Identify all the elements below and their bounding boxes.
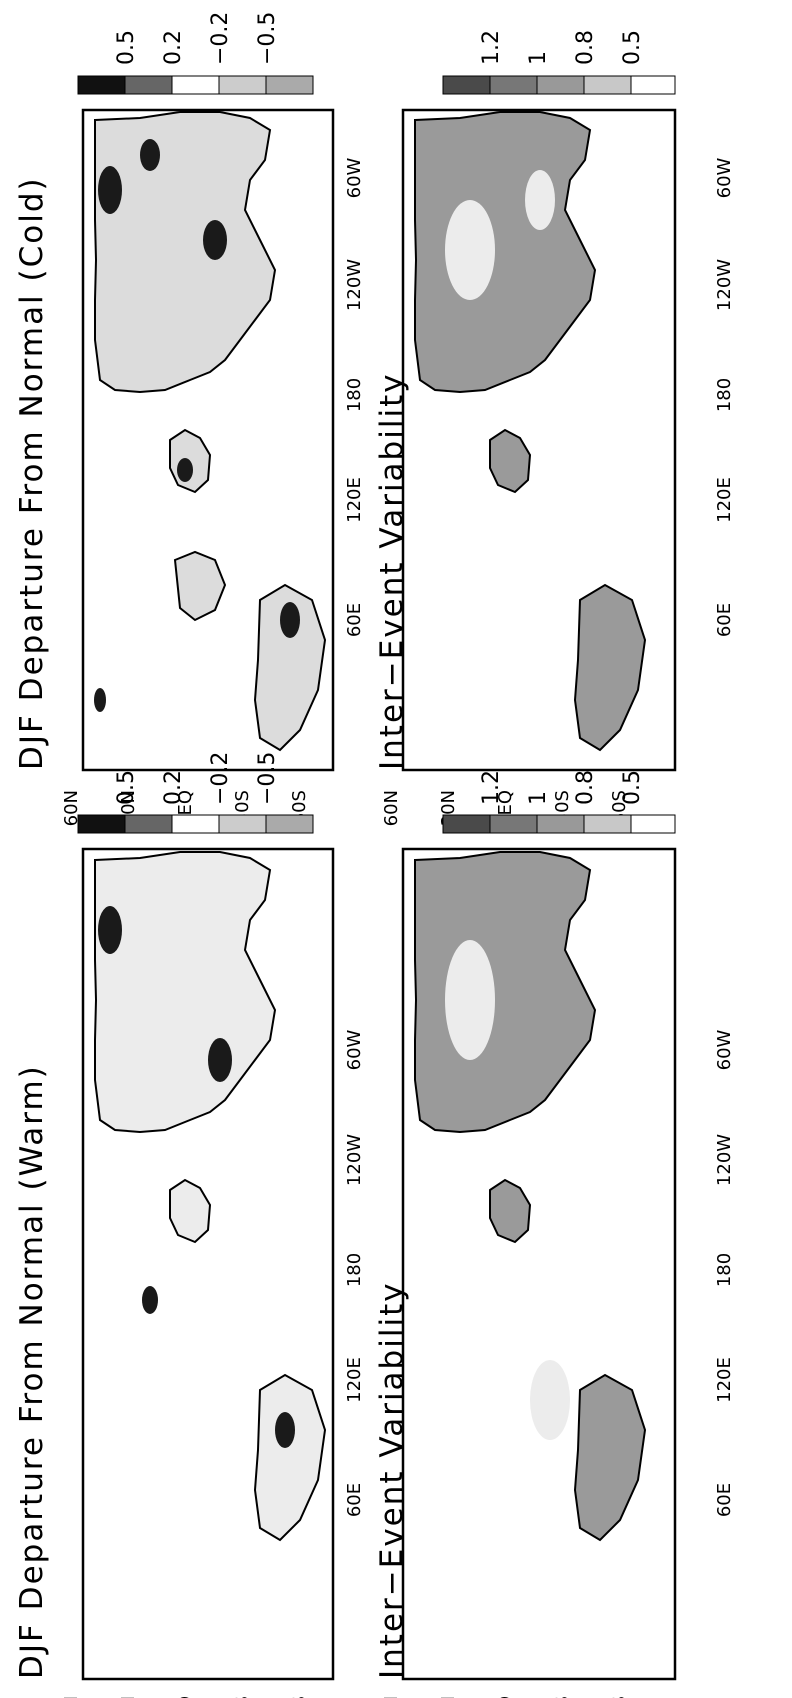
svg-text:EQ: EQ: [495, 1696, 516, 1698]
svg-text:EQ: EQ: [175, 790, 196, 816]
svg-text:60W: 60W: [344, 157, 365, 198]
svg-text:60S: 60S: [289, 1696, 310, 1698]
colorbar-cold-departure: 0.5 0.2 −0.2 −0.5: [77, 12, 314, 95]
svg-text:180: 180: [714, 378, 735, 412]
colorbar-cold-variability: 1.2 1 0.8 0.5: [442, 30, 676, 95]
svg-text:−0.5: −0.5: [255, 752, 280, 805]
svg-text:60S: 60S: [609, 1696, 630, 1698]
map-cold-departure-frame: [81, 108, 335, 772]
svg-text:180: 180: [344, 1253, 365, 1287]
svg-text:60N: 60N: [61, 790, 82, 826]
svg-text:60N: 60N: [61, 1696, 82, 1698]
svg-text:30N: 30N: [118, 1696, 139, 1698]
svg-text:30S: 30S: [232, 1696, 253, 1698]
lon-ticks-top-right: 60E 120E 180 120W 60W: [714, 157, 735, 637]
svg-text:0.8: 0.8: [573, 770, 598, 805]
svg-text:1.2: 1.2: [479, 30, 504, 65]
svg-text:1: 1: [526, 51, 551, 65]
lon-ticks-top: 60E 120E 180 120W 60W: [344, 157, 365, 637]
title-cold-departure: DJF Departure From Normal (Cold): [14, 176, 50, 770]
lon-ticks-bottom: 60E 120E 180 120W 60W: [344, 1029, 365, 1517]
svg-text:120E: 120E: [714, 477, 735, 523]
title-warm-variability: Inter−Event Variability: [374, 1281, 410, 1679]
svg-text:60N: 60N: [381, 790, 402, 826]
svg-text:0.5: 0.5: [620, 30, 645, 65]
svg-text:120W: 120W: [714, 259, 735, 311]
svg-text:60W: 60W: [344, 1029, 365, 1070]
svg-text:1: 1: [526, 791, 551, 805]
svg-text:60E: 60E: [714, 603, 735, 637]
svg-text:120E: 120E: [344, 477, 365, 523]
title-cold-variability: Inter−Event Variability: [374, 372, 410, 770]
svg-text:1.2: 1.2: [479, 770, 504, 805]
lat-ticks-bottom-left: 60N 30N EQ 30S 60S: [61, 1696, 310, 1698]
map-warm-variability-frame: [401, 847, 677, 1681]
svg-text:0.5: 0.5: [114, 30, 139, 65]
svg-text:0.8: 0.8: [573, 30, 598, 65]
svg-text:180: 180: [344, 378, 365, 412]
svg-text:180: 180: [714, 1253, 735, 1287]
svg-text:60E: 60E: [714, 1483, 735, 1517]
svg-text:60E: 60E: [344, 1483, 365, 1517]
svg-text:0.2: 0.2: [161, 30, 186, 65]
svg-text:60N: 60N: [381, 1696, 402, 1698]
title-warm-departure: DJF Departure From Normal (Warm): [14, 1064, 50, 1679]
svg-text:0.2: 0.2: [161, 770, 186, 805]
lon-ticks-bottom-right: 60E 120E 180 120W 60W: [714, 1029, 735, 1517]
svg-text:0.5: 0.5: [114, 770, 139, 805]
svg-text:120W: 120W: [344, 259, 365, 311]
svg-text:0.5: 0.5: [620, 770, 645, 805]
svg-text:−0.2: −0.2: [208, 12, 233, 65]
map-warm-departure-frame: [81, 847, 335, 1681]
svg-text:60W: 60W: [714, 157, 735, 198]
svg-text:−0.5: −0.5: [255, 12, 280, 65]
svg-text:120E: 120E: [344, 1357, 365, 1403]
map-cold-variability-frame: [401, 108, 677, 772]
svg-text:120W: 120W: [714, 1134, 735, 1186]
colorbar-warm-departure: 0.5 0.2 −0.2 −0.5: [77, 752, 314, 834]
svg-text:30S: 30S: [552, 1696, 573, 1698]
svg-text:EQ: EQ: [495, 790, 516, 816]
svg-text:−0.2: −0.2: [208, 752, 233, 805]
svg-text:EQ: EQ: [175, 1696, 196, 1698]
svg-text:30N: 30N: [438, 1696, 459, 1698]
svg-text:60W: 60W: [714, 1029, 735, 1070]
lat-ticks-bottom-right: 60N 30N EQ 30S 60S: [381, 1696, 630, 1698]
svg-text:120W: 120W: [344, 1134, 365, 1186]
svg-text:120E: 120E: [714, 1357, 735, 1403]
colorbar-warm-variability: 1.2 1 0.8 0.5: [442, 770, 676, 834]
svg-text:60E: 60E: [344, 603, 365, 637]
